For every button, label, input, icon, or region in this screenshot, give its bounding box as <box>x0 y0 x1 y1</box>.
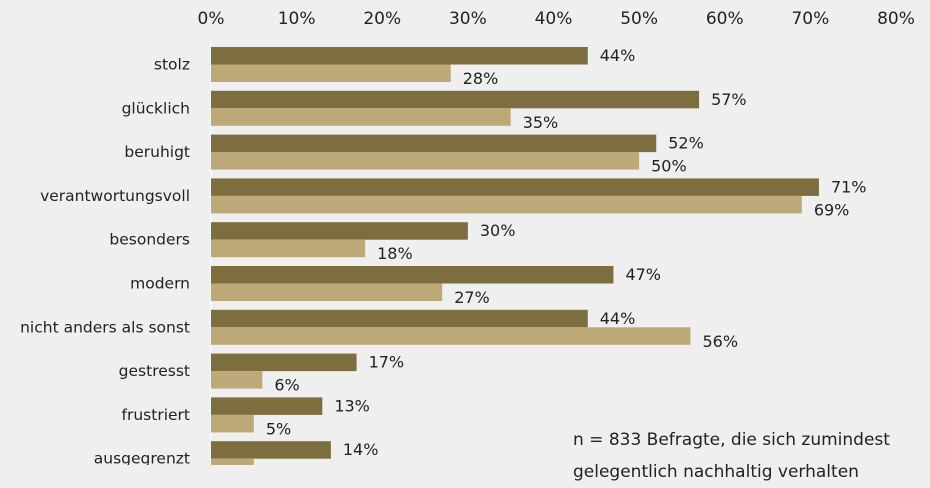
data-label-series-2: 18% <box>377 244 413 263</box>
bar-series-2 <box>211 283 443 301</box>
data-label-series-1: 44% <box>600 309 636 328</box>
category-label: besonders <box>109 231 190 249</box>
bar-series-2 <box>211 327 691 345</box>
data-label-series-2: 50% <box>651 157 687 176</box>
data-label-series-1: 57% <box>711 90 747 109</box>
data-label-series-1: 52% <box>668 134 704 153</box>
x-tick-label: 0% <box>198 9 225 29</box>
sample-note-line-1: n = 833 Befragte, die sich zumindest <box>573 430 890 450</box>
bar-series-1 <box>211 178 819 196</box>
category-label: glücklich <box>122 99 190 117</box>
x-tick-label: 80% <box>877 9 915 29</box>
data-label-series-2: 6% <box>274 376 299 395</box>
x-tick-label: 40% <box>535 9 573 29</box>
category-label: stolz <box>154 56 190 74</box>
x-tick-label: 60% <box>706 9 744 29</box>
bar-series-1 <box>211 47 588 65</box>
bar-series-1 <box>211 222 468 240</box>
x-tick-label: 30% <box>449 9 487 29</box>
data-label-series-1: 17% <box>369 353 405 372</box>
bar-series-2 <box>211 195 802 214</box>
x-tick-label: 70% <box>791 9 829 29</box>
x-tick-label: 10% <box>278 9 316 29</box>
category-label: verantwortungsvoll <box>40 187 190 205</box>
data-label-series-1: 14% <box>343 440 379 459</box>
bar-series-2 <box>211 414 254 433</box>
category-label: nicht anders als sonst <box>20 318 190 336</box>
bar-series-2 <box>211 371 263 389</box>
x-tick-label: 50% <box>620 9 658 29</box>
bar-series-2 <box>211 64 451 82</box>
bar-series-2 <box>211 239 366 258</box>
bar-series-1 <box>211 134 657 153</box>
bar-series-1 <box>211 397 323 415</box>
data-label-series-2: 28% <box>463 69 499 88</box>
data-label-series-2: 27% <box>454 288 490 307</box>
sample-note: n = 833 Befragte, die sich zumindest gel… <box>573 424 890 488</box>
bar-series-2 <box>211 108 511 126</box>
category-label: gestresst <box>119 362 190 380</box>
category-label: beruhigt <box>124 143 190 161</box>
bar-series-1 <box>211 309 588 328</box>
bar-series-2 <box>211 152 640 170</box>
data-label-series-2: 69% <box>814 200 850 219</box>
category-label: modern <box>130 275 190 293</box>
data-label-series-2: 5% <box>266 419 291 438</box>
data-label-series-2: 35% <box>523 113 559 132</box>
data-label-series-1: 44% <box>600 46 636 65</box>
bar-series-1 <box>211 353 357 372</box>
data-label-series-1: 47% <box>625 265 661 284</box>
bar-chart: 0% 10% 20% 30% 40% 50% 60% 70% 80% stolz 44% 28% glü… <box>20 9 915 465</box>
bar-series-1 <box>211 90 700 109</box>
data-label-series-1: 71% <box>831 177 867 196</box>
bar-series-1 <box>211 441 331 459</box>
x-tick-label: 20% <box>363 9 401 29</box>
data-label-series-1: 13% <box>334 396 370 415</box>
category-label: ausgegrenzt <box>94 450 190 465</box>
data-label-series-2: 56% <box>703 332 739 351</box>
bar-series-1 <box>211 266 614 284</box>
data-label-series-1: 30% <box>480 221 516 240</box>
data-label-series-2: 5% <box>266 463 291 465</box>
bar-series-2 <box>211 458 254 465</box>
category-label: frustriert <box>122 406 190 424</box>
sample-note-line-2: gelegentlich nachhaltig verhalten <box>573 462 859 482</box>
